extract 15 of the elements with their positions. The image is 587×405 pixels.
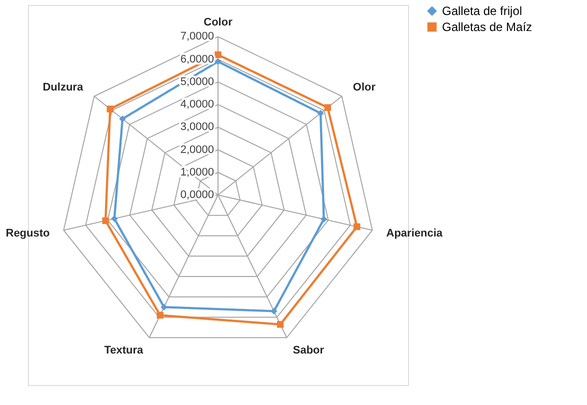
legend-label: Galletas de Maíz [442,20,532,34]
spoke-label: Textura [104,344,144,356]
y-tick-label: 0,0000 [180,189,214,201]
spoke-label: Regusto [6,227,50,240]
y-tick-label: 1,0000 [180,166,214,178]
y-tick-label: 7,0000 [180,30,214,43]
legend-label: Galleta de frijol [442,4,522,18]
y-tick-label: 4,0000 [180,98,214,111]
spoke-label: Color [204,16,234,28]
spoke-label: Olor [352,81,376,94]
y-tick-label: 3,0000 [180,121,214,134]
spoke-label: Sabor [292,344,325,356]
y-tick-label: 2,0000 [180,144,214,156]
spoke-label: Apariencia [386,227,444,240]
spoke-label: Dulzura [42,81,84,94]
